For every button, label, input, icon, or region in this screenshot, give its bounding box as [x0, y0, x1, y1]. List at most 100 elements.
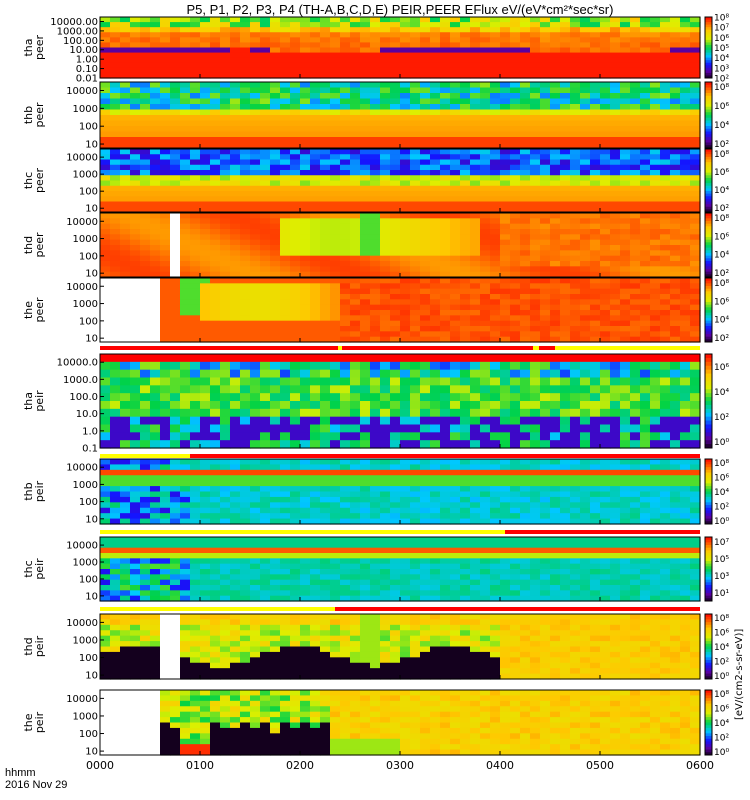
heatmap-cell — [460, 361, 471, 371]
colorbar-swatch — [705, 120, 712, 124]
heatmap-cell — [170, 115, 181, 122]
heatmap-cell — [120, 22, 131, 28]
heatmap-cell — [510, 361, 521, 371]
heatmap-cell — [470, 109, 481, 116]
heatmap-cell — [690, 57, 701, 64]
heatmap-cell — [670, 67, 681, 74]
heatmap-cell — [610, 27, 621, 33]
heatmap-cell — [100, 354, 111, 363]
heatmap-cell — [260, 154, 271, 161]
heatmap-cell — [390, 416, 401, 426]
heatmap-cell — [660, 109, 671, 116]
heatmap-cell — [230, 57, 241, 64]
heatmap-cell — [460, 67, 471, 74]
heatmap-cell — [610, 120, 621, 127]
heatmap-cell — [410, 310, 421, 316]
heatmap-cell — [670, 218, 681, 225]
heatmap-cell — [120, 17, 131, 23]
heatmap-cell — [400, 154, 411, 161]
chart-title: P5, P1, P2, P3, P4 (TH-A,B,C,D,E) PEIR,P… — [186, 2, 614, 17]
heatmap-cell — [670, 201, 681, 208]
heatmap-cell — [350, 459, 361, 466]
heatmap-cell — [470, 408, 481, 418]
heatmap-cell — [580, 180, 591, 187]
heatmap-cell — [310, 154, 321, 161]
heatmap-cell — [490, 191, 501, 197]
heatmap-cell — [610, 149, 621, 155]
heatmap-cell — [500, 47, 511, 54]
heatmap-cell — [350, 234, 361, 241]
heatmap-cell — [670, 234, 681, 241]
heatmap-cell — [500, 213, 511, 219]
heatmap-cell — [560, 255, 571, 262]
heatmap-cell — [520, 250, 531, 257]
heatmap-cell — [650, 87, 661, 94]
heatmap-cell — [210, 196, 221, 203]
heatmap-cell — [250, 255, 261, 262]
heatmap-cell — [220, 142, 231, 149]
heatmap-cell — [220, 234, 231, 241]
heatmap-cell — [510, 354, 521, 363]
heatmap-cell — [580, 326, 591, 332]
heatmap-cell — [410, 294, 421, 300]
heatmap-cell — [470, 37, 481, 44]
heatmap-cell — [110, 315, 121, 322]
heatmap-cell — [330, 507, 341, 514]
heatmap-cell — [310, 266, 321, 273]
heatmap-cell — [420, 201, 431, 208]
heatmap-cell — [160, 104, 171, 111]
heatmap-cell — [160, 518, 171, 525]
heatmap-cell — [450, 164, 461, 171]
heatmap-cell — [280, 109, 291, 116]
heatmap-cell — [170, 326, 181, 332]
heatmap-cell — [230, 206, 241, 213]
heatmap-cell — [500, 104, 511, 111]
heatmap-cell — [110, 361, 121, 371]
heatmap-cell — [410, 67, 421, 74]
heatmap-cell — [240, 170, 251, 176]
heatmap-cell — [210, 137, 221, 144]
heatmap-cell — [600, 159, 611, 166]
heatmap-cell — [480, 377, 491, 386]
heatmap-cell — [610, 385, 621, 394]
heatmap-cell — [310, 283, 321, 290]
heatmap-cell — [260, 206, 271, 213]
heatmap-cell — [180, 255, 191, 262]
heatmap-cell — [320, 196, 331, 203]
heatmap-cell — [520, 385, 531, 394]
heatmap-cell — [490, 109, 501, 116]
heatmap-cell — [360, 82, 371, 89]
heatmap-cell — [230, 283, 241, 290]
heatmap-cell — [540, 320, 551, 327]
heatmap-cell — [670, 185, 681, 192]
heatmap-cell — [450, 354, 461, 363]
heatmap-cell — [440, 104, 451, 111]
heatmap-cell — [670, 180, 681, 187]
heatmap-cell — [520, 299, 531, 306]
heatmap-cell — [430, 294, 441, 300]
heatmap-cell — [480, 213, 491, 219]
heatmap-cell — [660, 137, 671, 144]
heatmap-cell — [660, 331, 671, 338]
heatmap-cell — [370, 320, 381, 327]
heatmap-cell — [460, 42, 471, 49]
heatmap-cell — [290, 401, 301, 410]
heatmap-cell — [370, 354, 381, 363]
heatmap-cell — [280, 239, 291, 246]
heatmap-cell — [690, 239, 701, 246]
heatmap-cell — [260, 294, 271, 300]
heatmap-cell — [120, 126, 131, 133]
heatmap-cell — [690, 283, 701, 290]
heatmap-cell — [360, 271, 371, 278]
heatmap-cell — [660, 164, 671, 171]
heatmap-cell — [640, 126, 651, 133]
heatmap-cell — [200, 480, 211, 487]
heatmap-cell — [420, 283, 431, 290]
heatmap-cell — [130, 170, 141, 176]
heatmap-cell — [600, 229, 611, 235]
heatmap-cell — [230, 62, 241, 69]
heatmap-cell — [280, 87, 291, 94]
heatmap-cell — [240, 496, 251, 503]
heatmap-cell — [500, 115, 511, 122]
heatmap-cell — [520, 93, 531, 100]
